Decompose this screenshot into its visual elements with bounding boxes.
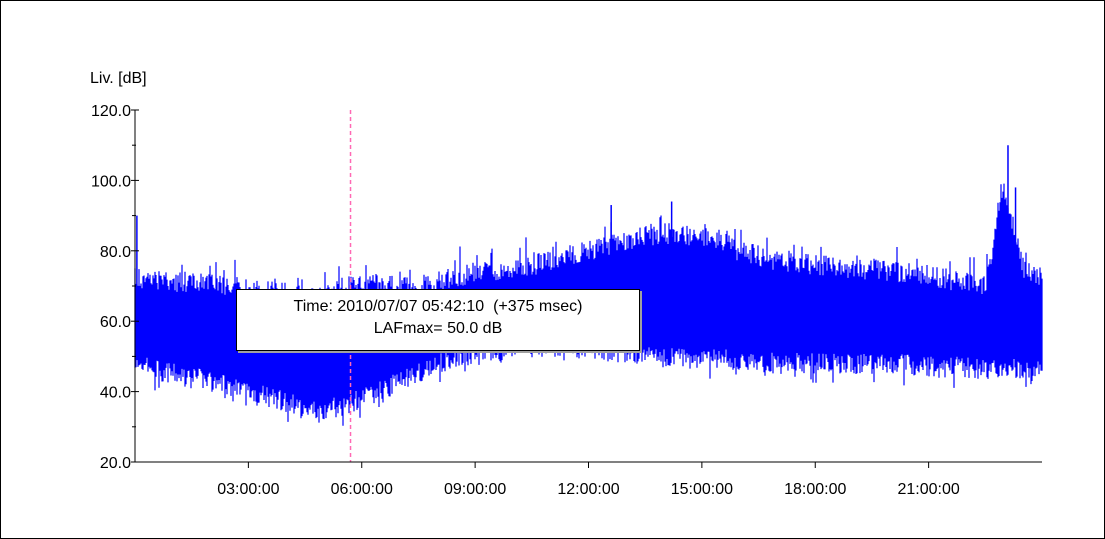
y-tick-label-1: 40.0 (100, 385, 131, 402)
x-tick-label-2: 09:00:00 (444, 481, 506, 498)
y-tick-label-2: 60.0 (100, 314, 131, 331)
x-tick-label-1: 06:00:00 (331, 481, 393, 498)
x-tick-label-0: 03:00:00 (217, 481, 279, 498)
y-tick-label-5: 120.0 (91, 103, 131, 120)
cursor-tooltip: Time: 2010/07/07 05:42:10 (+375 msec) LA… (236, 289, 640, 351)
x-tick-label-6: 21:00:00 (897, 481, 959, 498)
tooltip-value: LAFmax= 50.0 dB (373, 320, 503, 337)
level-trace (134, 145, 1043, 426)
y-tick-label-4: 100.0 (91, 173, 131, 190)
x-tick-label-4: 15:00:00 (671, 481, 733, 498)
y-tick-label-0: 20.0 (100, 455, 131, 472)
tooltip-time: Time: 2010/07/07 05:42:10 (+375 msec) (293, 298, 583, 315)
axes: 20.0 40.0 60.0 80.0 100.0 120.0 03:00:00 06:00:… (91, 103, 1042, 498)
x-tick-label-3: 12:00:00 (557, 481, 619, 498)
y-axis-label: Liv. [dB] (90, 70, 147, 87)
x-tick-label-5: 18:00:00 (784, 481, 846, 498)
y-tick-label-3: 80.0 (100, 244, 131, 261)
